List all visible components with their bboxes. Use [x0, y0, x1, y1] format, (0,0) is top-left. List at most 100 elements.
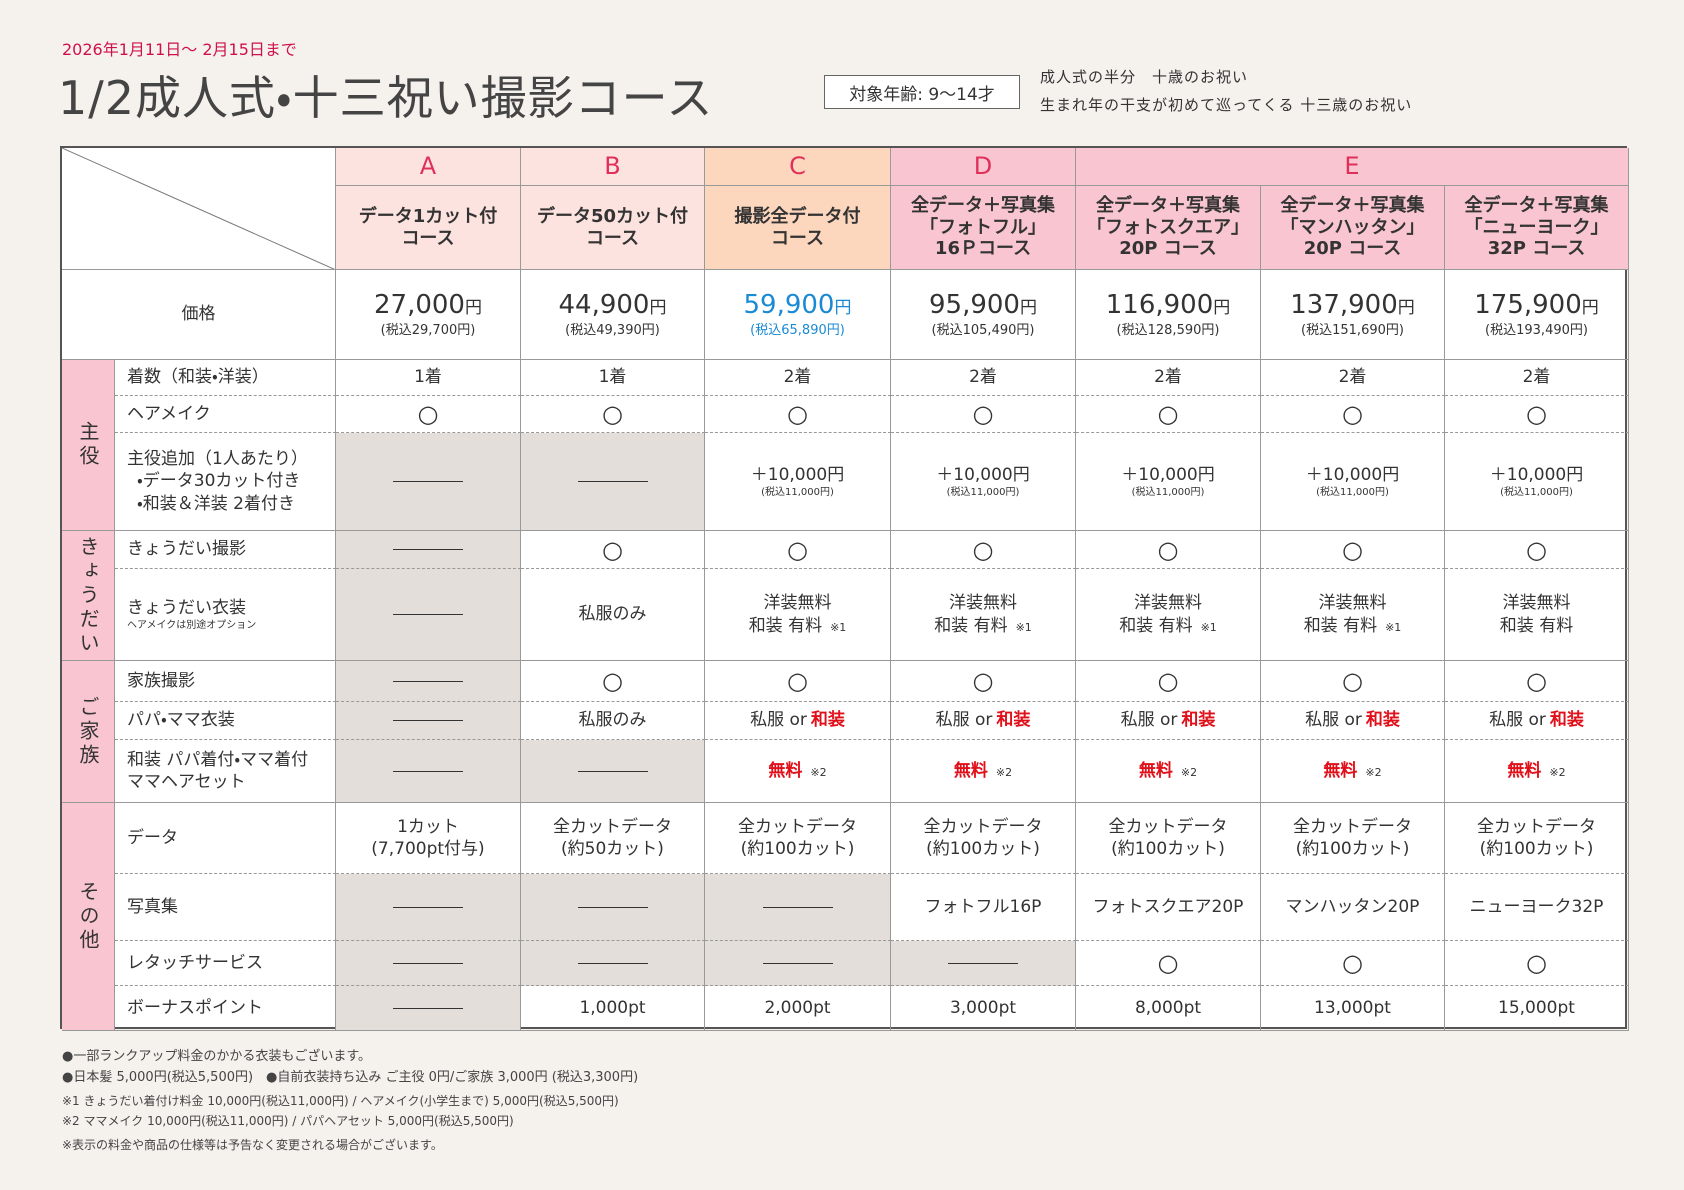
row-label: ボーナスポイント: [115, 986, 336, 1031]
cell-red: 無料: [1323, 760, 1358, 781]
cell: ○: [1076, 661, 1261, 702]
not-available: [762, 962, 833, 964]
price-yen: 円: [649, 298, 667, 319]
not-available: [393, 770, 463, 772]
cell-text: 2,000pt: [764, 997, 831, 1018]
cell: [891, 941, 1076, 986]
cell-text: ○: [1342, 667, 1363, 695]
cell-text: ニューヨーク32P: [1469, 896, 1604, 917]
cell: 2着: [891, 360, 1076, 396]
cell-text: ○: [602, 667, 623, 695]
cell: 全カットデータ (約50カット): [521, 803, 705, 874]
row-label-line: きょうだい衣装: [127, 597, 246, 618]
cell: ＋10,000円 (税込11,000円): [1261, 433, 1445, 531]
cell-line: ＋10,000円: [1121, 464, 1215, 485]
cell-line: 無料 ※2: [1323, 760, 1381, 782]
cell-note: ※1: [830, 620, 847, 634]
cell-line: 全カットデータ: [553, 816, 672, 837]
price-line: 27,000円: [374, 289, 482, 323]
course-name-line: コース: [770, 227, 825, 249]
course-name: 撮影全データ付 コース: [705, 186, 891, 270]
price-line: 59,900円: [744, 289, 852, 323]
cell: ＋10,000円 (税込11,000円): [1076, 433, 1261, 531]
cell-line: 和装 有料 ※1: [1304, 615, 1402, 637]
group-letter: B: [521, 148, 705, 186]
price-line: 116,900円: [1106, 289, 1231, 323]
cell: ○: [1445, 941, 1629, 986]
row-label-line: 和装 パパ着付・ママ着付: [127, 749, 309, 770]
cell-line: 全カットデータ: [923, 816, 1043, 837]
cell-line: ＋10,000円: [936, 464, 1030, 485]
cell-line-text: 私服 or: [935, 710, 993, 731]
cell-line: 全カットデータ: [1293, 816, 1412, 837]
section-label: きょうだい: [62, 531, 115, 661]
cell: 無料 ※2: [705, 740, 891, 803]
not-available: [393, 614, 463, 615]
price-amount: 44,900: [558, 290, 650, 321]
cell-line: 全カットデータ: [738, 816, 857, 837]
price-amount: 137,900: [1290, 290, 1398, 321]
cell-line: (約100カット): [1295, 839, 1410, 859]
cell: [336, 661, 521, 702]
cell-line: (約100カット): [740, 839, 855, 859]
price-tax: (税込105,490円): [931, 322, 1035, 338]
cell: [705, 874, 891, 941]
cell-line-text: 私服 or: [1120, 710, 1178, 731]
cell-text: 1着: [414, 367, 442, 388]
cell: ○: [521, 531, 705, 569]
cell-text: 私服のみ: [578, 604, 647, 625]
not-available: [393, 906, 463, 908]
cell-text: 8,000pt: [1134, 997, 1202, 1018]
not-available: [393, 720, 463, 721]
cell-line: ＋10,000円: [1305, 464, 1400, 485]
cell-text: ○: [417, 400, 439, 428]
cell-line: 私服 or 和装: [750, 709, 845, 731]
section-label-text: きょうだい: [76, 535, 100, 656]
group-letter-text: C: [789, 151, 806, 180]
cell-line: 無料 ※2: [1139, 760, 1197, 782]
not-available: [393, 481, 463, 482]
cell-line-text: 和装 有料: [934, 615, 1008, 636]
cell-text: 1,000pt: [579, 997, 646, 1018]
section-label-text: 主役: [76, 421, 100, 469]
cell: 私服のみ: [521, 702, 705, 740]
cell: ○: [1261, 531, 1445, 569]
not-available: [393, 1007, 463, 1009]
cell-red: 和装: [1181, 710, 1216, 731]
row-label: きょうだい撮影: [115, 531, 336, 569]
cell: 全カットデータ (約100カット): [1076, 803, 1261, 874]
group-letter-text: B: [604, 151, 621, 180]
cell: 私服 or 和装: [1261, 702, 1445, 740]
cell-note: ※2: [1180, 765, 1198, 779]
price-yen: 円: [1397, 298, 1415, 319]
row-label-line: ヘアメイク: [127, 403, 211, 424]
not-available: [393, 549, 463, 550]
price-amount: 175,900: [1474, 290, 1582, 321]
subtitle: 成人式の半分 十歳のお祝い: [1040, 68, 1249, 86]
cell: フォトスクエア20P: [1076, 874, 1261, 941]
price-amount: 95,900: [929, 290, 1020, 321]
price: 116,900円 (税込128,590円): [1076, 270, 1261, 360]
age-badge: 対象年齢: 9〜14才: [824, 75, 1020, 109]
cell: 13,000pt: [1261, 986, 1445, 1031]
cell: 無料 ※2: [1445, 740, 1629, 803]
footer-note: ※1 きょうだい着付け料金 10,000円(税込11,000円) / ヘアメイク…: [62, 1094, 619, 1108]
cell-note: ※2: [1549, 765, 1566, 779]
cell: ○: [1261, 661, 1445, 702]
price-line: 44,900円: [559, 289, 667, 323]
cell: 1着: [336, 360, 521, 396]
cell-text: 2着: [969, 367, 997, 388]
cell: 私服 or 和装: [891, 702, 1076, 740]
cell: ○: [1445, 661, 1629, 702]
cell-text: ○: [1157, 667, 1179, 695]
cell-line: (7,700pt付与): [371, 839, 485, 859]
course-name-line: 「マンハッタン」: [1280, 216, 1425, 238]
cell: ○: [891, 661, 1076, 702]
price-amount: 59,900: [743, 290, 835, 321]
cell: 2,000pt: [705, 986, 891, 1031]
cell-red: 無料: [1138, 760, 1173, 781]
cell: [705, 941, 891, 986]
cell-line: 私服 or 和装: [1305, 709, 1400, 731]
course-name-line: 全データ＋写真集: [911, 195, 1055, 217]
